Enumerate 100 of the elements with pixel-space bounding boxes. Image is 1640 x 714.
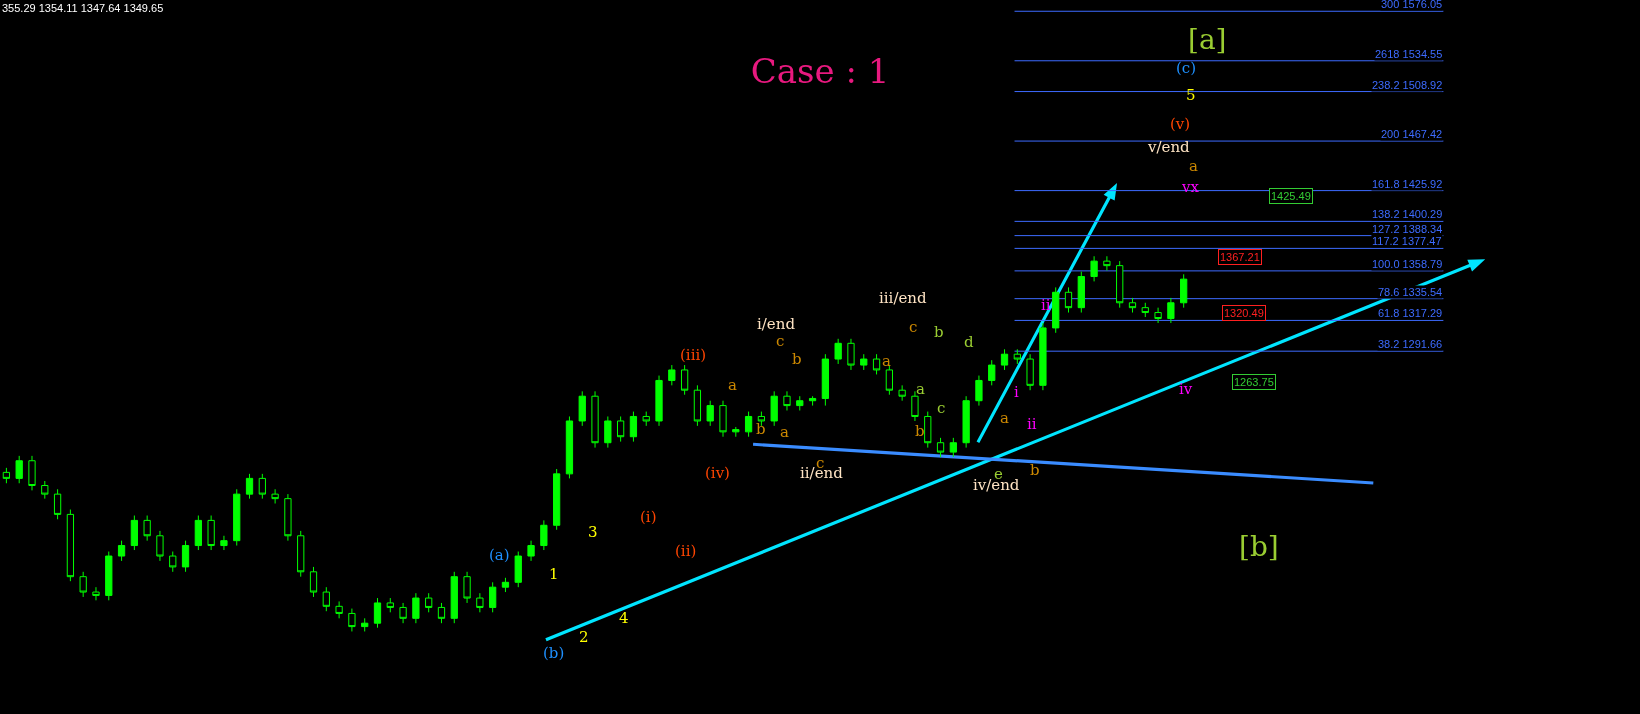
candlestick	[629, 411, 638, 443]
candlestick	[821, 353, 830, 407]
candlestick	[1039, 322, 1047, 391]
candlestick	[1116, 260, 1124, 309]
candlestick	[744, 411, 753, 438]
annotation: (i)	[640, 508, 657, 526]
candlestick	[41, 480, 49, 500]
annotation: 2	[579, 628, 589, 646]
candlestick	[796, 395, 804, 411]
annotation: i/end	[757, 315, 796, 333]
candlestick	[66, 509, 75, 582]
annotation: b	[934, 323, 944, 341]
candlestick	[194, 515, 202, 551]
text: (c)	[1176, 59, 1197, 77]
candlestick	[271, 488, 279, 505]
annotation: b	[1030, 461, 1040, 479]
text: 61.8 1317.29	[1378, 307, 1443, 319]
candlestick	[297, 530, 305, 578]
text: 161.8 1425.92	[1372, 178, 1443, 190]
text: 300 1576.05	[1381, 0, 1443, 10]
candlestick	[1167, 297, 1175, 324]
annotation: d	[964, 333, 974, 351]
annotation: c	[776, 332, 785, 350]
candlestick	[680, 364, 689, 396]
candlestick	[412, 592, 420, 624]
candlestick	[143, 515, 151, 542]
text: a	[1189, 157, 1198, 175]
candlestick	[322, 586, 330, 612]
candlestick	[527, 540, 535, 562]
candlestick	[15, 455, 23, 484]
text: 78.6 1335.54	[1378, 286, 1443, 298]
candlestick	[156, 530, 164, 562]
candlestick	[898, 384, 906, 402]
annotation: iii/end	[879, 289, 927, 307]
candlestick	[553, 468, 561, 531]
candlestick	[348, 608, 356, 632]
candlestick	[642, 411, 650, 427]
annotation: c	[937, 399, 946, 417]
candlestick	[361, 617, 369, 632]
candlestick	[975, 375, 983, 407]
candlestick	[373, 597, 382, 629]
annotation: 3	[588, 523, 598, 541]
annotation: (iv)	[705, 464, 730, 482]
candlestick	[117, 540, 126, 562]
candlestick	[105, 551, 113, 601]
candlestick	[501, 577, 510, 593]
candlestick	[207, 515, 215, 551]
annotation: ii	[1027, 415, 1037, 433]
candlestick	[719, 400, 727, 438]
text: 1367.21	[1220, 251, 1260, 263]
candlestick	[962, 395, 970, 449]
text: 117.2 1377.47	[1372, 235, 1442, 247]
annotation: b	[756, 420, 766, 438]
candlestick	[130, 515, 138, 551]
text: [b]	[1239, 530, 1279, 563]
candlestick	[386, 597, 394, 613]
chart-title: Case : 1	[750, 51, 890, 92]
candlestick	[1013, 348, 1021, 365]
candlestick	[1180, 273, 1188, 309]
text: 1263.75	[1234, 376, 1274, 388]
annotation: a	[780, 423, 789, 441]
candlestick	[2, 467, 11, 484]
candlestick	[53, 488, 62, 520]
text: 200 1467.42	[1381, 128, 1443, 140]
candlestick	[450, 571, 458, 624]
candlestick	[732, 426, 740, 438]
annotation: (a)	[489, 546, 510, 564]
candlestick	[1052, 286, 1060, 334]
annotation: i	[1014, 383, 1019, 401]
text: [a]	[1188, 23, 1227, 56]
candlestick	[1154, 307, 1162, 324]
candlestick	[783, 390, 791, 411]
candlestick	[1077, 271, 1085, 314]
candlestick	[169, 551, 177, 573]
text: 355.29 1354.11 1347.64 1349.65	[2, 2, 164, 14]
candlestick	[808, 395, 817, 407]
candlestick	[309, 566, 318, 598]
annotation: b	[792, 350, 802, 368]
text: 2618 1534.55	[1375, 48, 1443, 60]
annotation: a	[1000, 409, 1009, 427]
text: 127.2 1388.34	[1372, 223, 1443, 235]
candlestick	[1000, 348, 1009, 371]
candlestick	[604, 415, 612, 449]
candlestick	[514, 551, 522, 588]
candlestick	[181, 540, 190, 573]
text: 238.2 1508.92	[1372, 79, 1443, 91]
text: v/end	[1147, 138, 1191, 156]
candlestick	[540, 519, 548, 551]
text: (v)	[1170, 115, 1191, 133]
candlestick	[847, 338, 855, 371]
candlestick	[245, 473, 254, 500]
candlestick	[284, 493, 292, 542]
candlestick	[578, 390, 586, 427]
candlestick	[988, 359, 996, 386]
candlestick	[860, 353, 868, 371]
candlestick	[233, 488, 241, 547]
text: 1425.49	[1271, 190, 1311, 202]
text: 1320.49	[1224, 307, 1264, 319]
candlestick	[1103, 255, 1111, 272]
candlestick	[79, 571, 87, 598]
